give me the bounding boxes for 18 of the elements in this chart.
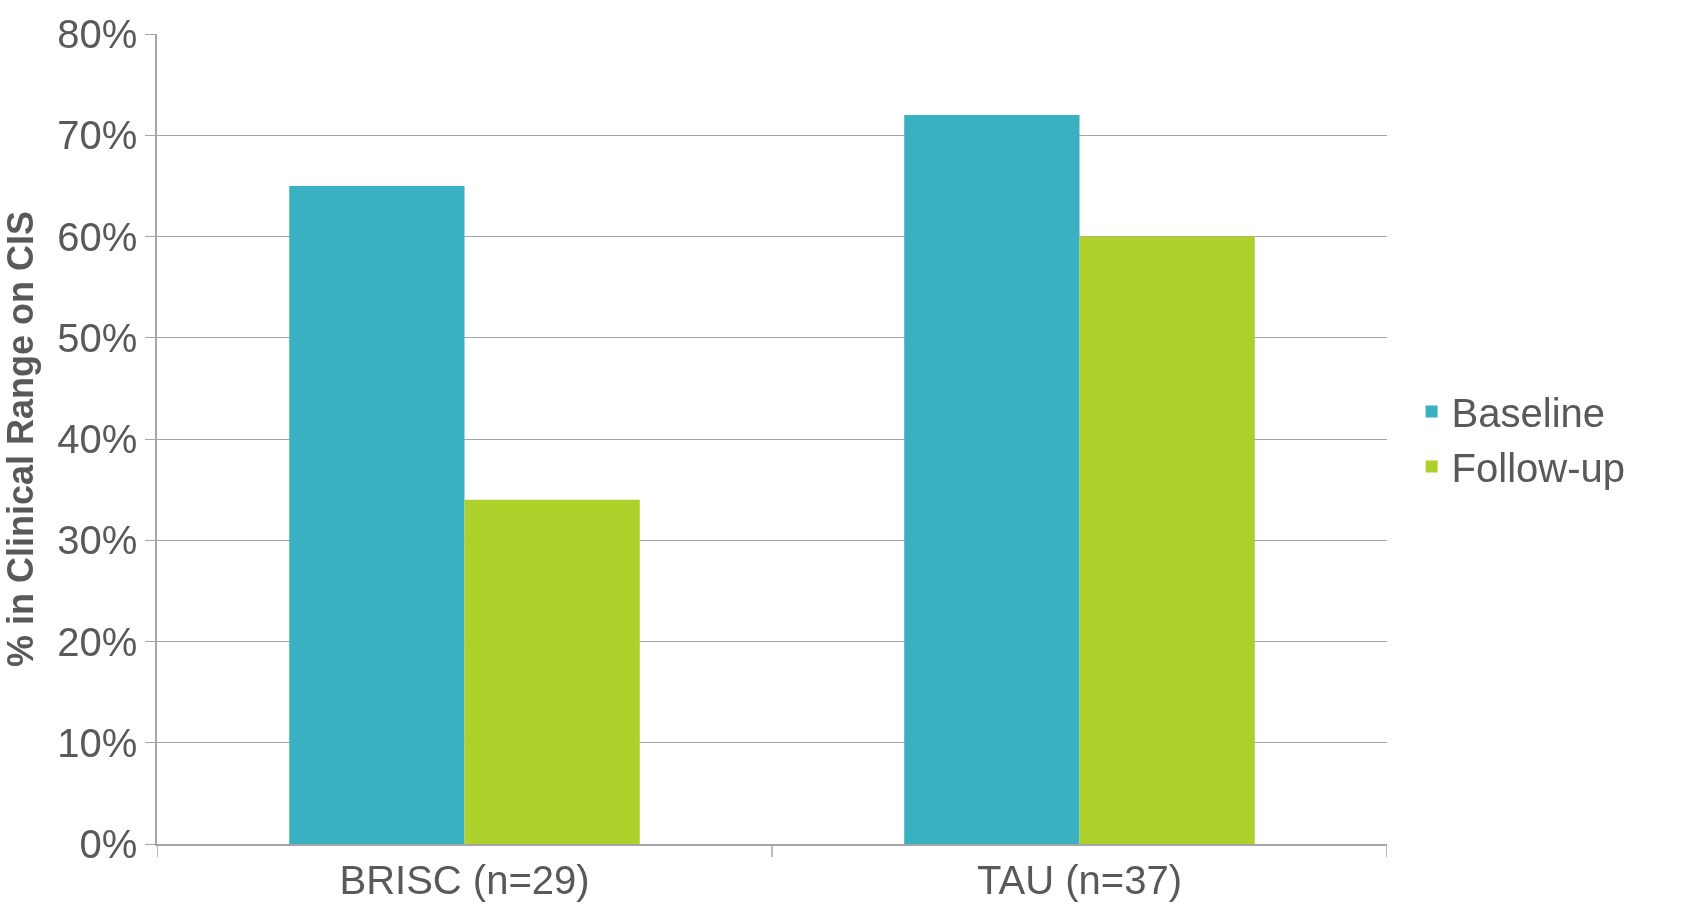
x-tick-label: BRISC (n=29) <box>339 857 590 902</box>
y-tick-label: 50% <box>57 315 138 360</box>
legend-label: Baseline <box>1451 391 1606 436</box>
legend-label: Follow-up <box>1451 446 1626 491</box>
y-tick-label: 40% <box>57 417 138 461</box>
y-tick-label: 0% <box>79 822 138 866</box>
y-tick-label: 20% <box>57 619 138 664</box>
bar <box>904 115 1080 844</box>
y-tick-label: 60% <box>57 214 138 259</box>
y-tick-label: 70% <box>57 113 138 158</box>
bar <box>289 185 465 844</box>
x-tick-label: TAU (n=37) <box>977 857 1182 902</box>
y-tick-label: 10% <box>57 720 138 765</box>
bar <box>1079 236 1255 844</box>
y-axis-title: % in Clinical Range on CIS <box>0 210 41 668</box>
y-tick-label: 80% <box>57 12 138 56</box>
bar <box>464 499 640 844</box>
y-tick-label: 30% <box>57 518 138 563</box>
